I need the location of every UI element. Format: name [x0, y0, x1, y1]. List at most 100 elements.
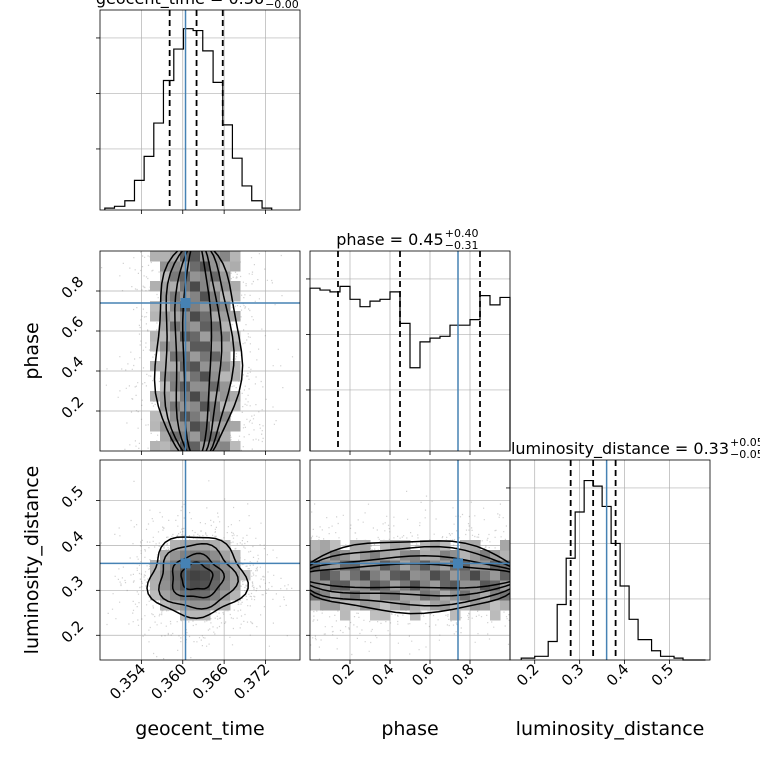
density-cell: [190, 301, 201, 312]
density-cell: [160, 301, 171, 312]
density-cell: [210, 550, 221, 561]
title-minus: −0.31: [445, 239, 479, 252]
density-cell: [360, 590, 371, 601]
density-cell: [170, 540, 181, 551]
density-cell: [340, 600, 351, 611]
density-cell: [370, 570, 381, 581]
density-cell: [430, 570, 441, 581]
contour-0: [181, 251, 213, 451]
density-cell: [230, 341, 241, 352]
truth-marker: [180, 298, 191, 308]
density-cell: [230, 331, 241, 342]
density-cell: [450, 570, 461, 581]
density-cell: [410, 610, 421, 621]
marginal-panel-geocent_time: geocent_time = 0.36+0.00−0.00: [96, 0, 300, 214]
density-cell: [190, 600, 201, 611]
density-cell: [330, 600, 341, 611]
density-cell: [470, 580, 481, 591]
density-cell: [170, 361, 181, 372]
density-cell: [150, 341, 161, 352]
density-cell: [450, 550, 461, 561]
density-cell: [400, 590, 411, 601]
density-cell: [500, 540, 510, 551]
density-cell: [150, 251, 161, 262]
density-cell: [220, 580, 231, 591]
density-cell: [200, 361, 211, 372]
density-cell: [210, 341, 221, 352]
y-tick-label: 0.8: [58, 273, 88, 303]
density-cell: [450, 610, 461, 621]
density-cell: [210, 391, 221, 402]
density-cell: [440, 570, 451, 581]
density-cell: [210, 251, 221, 262]
density-cell: [170, 600, 181, 611]
density-cell: [480, 600, 491, 611]
density-cell: [480, 570, 491, 581]
density-cell: [200, 371, 211, 382]
density-cell: [160, 271, 171, 282]
x-tick-label: 0.2: [328, 660, 358, 690]
density-cell: [220, 550, 231, 561]
density-cell: [500, 590, 510, 601]
density-cell: [190, 411, 201, 422]
density-cell: [390, 580, 401, 591]
marginal-title: phase = 0.45: [336, 230, 443, 249]
density-cell: [500, 580, 510, 591]
density-cell: [170, 261, 181, 272]
density-cell: [150, 560, 161, 571]
density-cell: [400, 600, 411, 611]
contour-2: [158, 542, 239, 610]
y-tick-label: 0.6: [58, 313, 88, 343]
density-cell: [220, 401, 231, 412]
density-cell: [490, 570, 501, 581]
density-cell: [190, 281, 201, 292]
density-cell: [190, 341, 201, 352]
x-tick-label: 0.366: [189, 660, 232, 703]
panel-frame: [99, 459, 301, 661]
density-cell: [210, 371, 221, 382]
density-cell: [230, 590, 241, 601]
histogram-luminosity_distance: [520, 479, 706, 661]
density-cell: [210, 281, 221, 292]
density-cell: [190, 361, 201, 372]
density-cell: [390, 560, 401, 571]
x-axis-label: luminosity_distance: [516, 718, 705, 740]
density-cell: [160, 550, 171, 561]
density-cell: [380, 540, 391, 551]
x-tick-label: 0.360: [147, 660, 190, 703]
density-cell: [350, 560, 361, 571]
density-cell: [450, 600, 461, 611]
density-cell: [220, 361, 231, 372]
density-cell: [470, 570, 481, 581]
density-cell: [160, 570, 171, 581]
density-cell: [190, 381, 201, 392]
density-cell: [400, 580, 411, 591]
density-cell: [200, 351, 211, 362]
contour-2: [163, 251, 235, 451]
contour-3: [146, 536, 249, 620]
density-cell: [200, 600, 211, 611]
density-cell: [160, 580, 171, 591]
density-cell: [210, 421, 221, 432]
density-cell: [220, 341, 231, 352]
x-axis-label: geocent_time: [135, 718, 264, 740]
density-cell: [400, 540, 411, 551]
density-cell: [460, 570, 471, 581]
density-cell: [160, 560, 171, 571]
density-cell: [220, 381, 231, 392]
density-cell: [160, 291, 171, 302]
density-cell: [200, 251, 211, 262]
density-cell: [170, 371, 181, 382]
density-cell: [220, 371, 231, 382]
contour-1: [310, 554, 510, 597]
density-cell: [210, 540, 221, 551]
density-cell: [370, 590, 381, 601]
histogram-geocent_time: [104, 28, 273, 210]
density-cell: [330, 560, 341, 571]
density-cell: [190, 371, 201, 382]
density-cell: [210, 361, 221, 372]
density-cell: [210, 580, 221, 591]
density-cell: [220, 271, 231, 282]
density-cell: [230, 560, 241, 571]
